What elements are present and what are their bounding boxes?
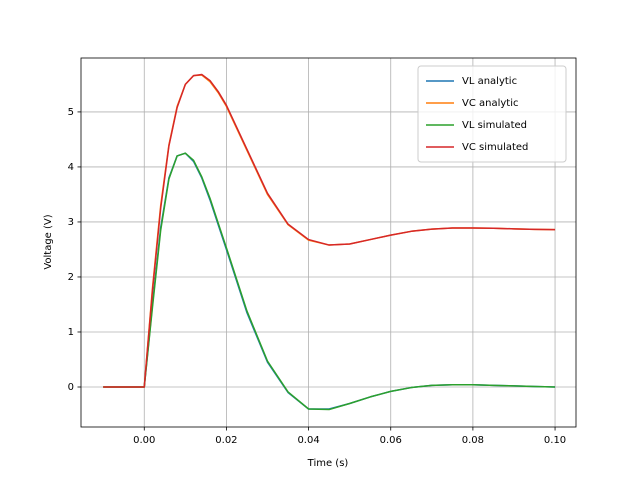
y-tick-label: 5: [68, 107, 74, 118]
x-tick-label: 0.06: [380, 435, 402, 446]
y-tick-label: 2: [68, 272, 74, 283]
x-tick-label: 0.10: [544, 435, 566, 446]
x-tick-label: 0.04: [297, 435, 319, 446]
y-tick-label: 4: [68, 162, 74, 173]
y-axis-label: Voltage (V): [43, 214, 54, 269]
legend: VL analytic VC analytic VL simulated VC sim…: [417, 65, 567, 163]
legend-frame: [417, 65, 567, 163]
x-tick-label: 0.08: [462, 435, 484, 446]
y-tick-label: 1: [68, 327, 74, 338]
legend-label: VL simulated: [462, 120, 527, 131]
x-axis-label: Time (s): [307, 458, 349, 469]
plot-frame: [80, 57, 577, 428]
legend-label: VL analytic: [462, 76, 517, 87]
line: [103, 152, 556, 411]
legend-label: VC analytic: [462, 98, 519, 109]
y-tick-label: 0: [68, 382, 74, 393]
line: [103, 73, 556, 388]
x-tick-label: 0.00: [133, 435, 155, 446]
y-tick-label: 3: [68, 217, 74, 228]
legend-label: VC simulated: [462, 142, 528, 153]
x-tick-label: 0.02: [215, 435, 237, 446]
